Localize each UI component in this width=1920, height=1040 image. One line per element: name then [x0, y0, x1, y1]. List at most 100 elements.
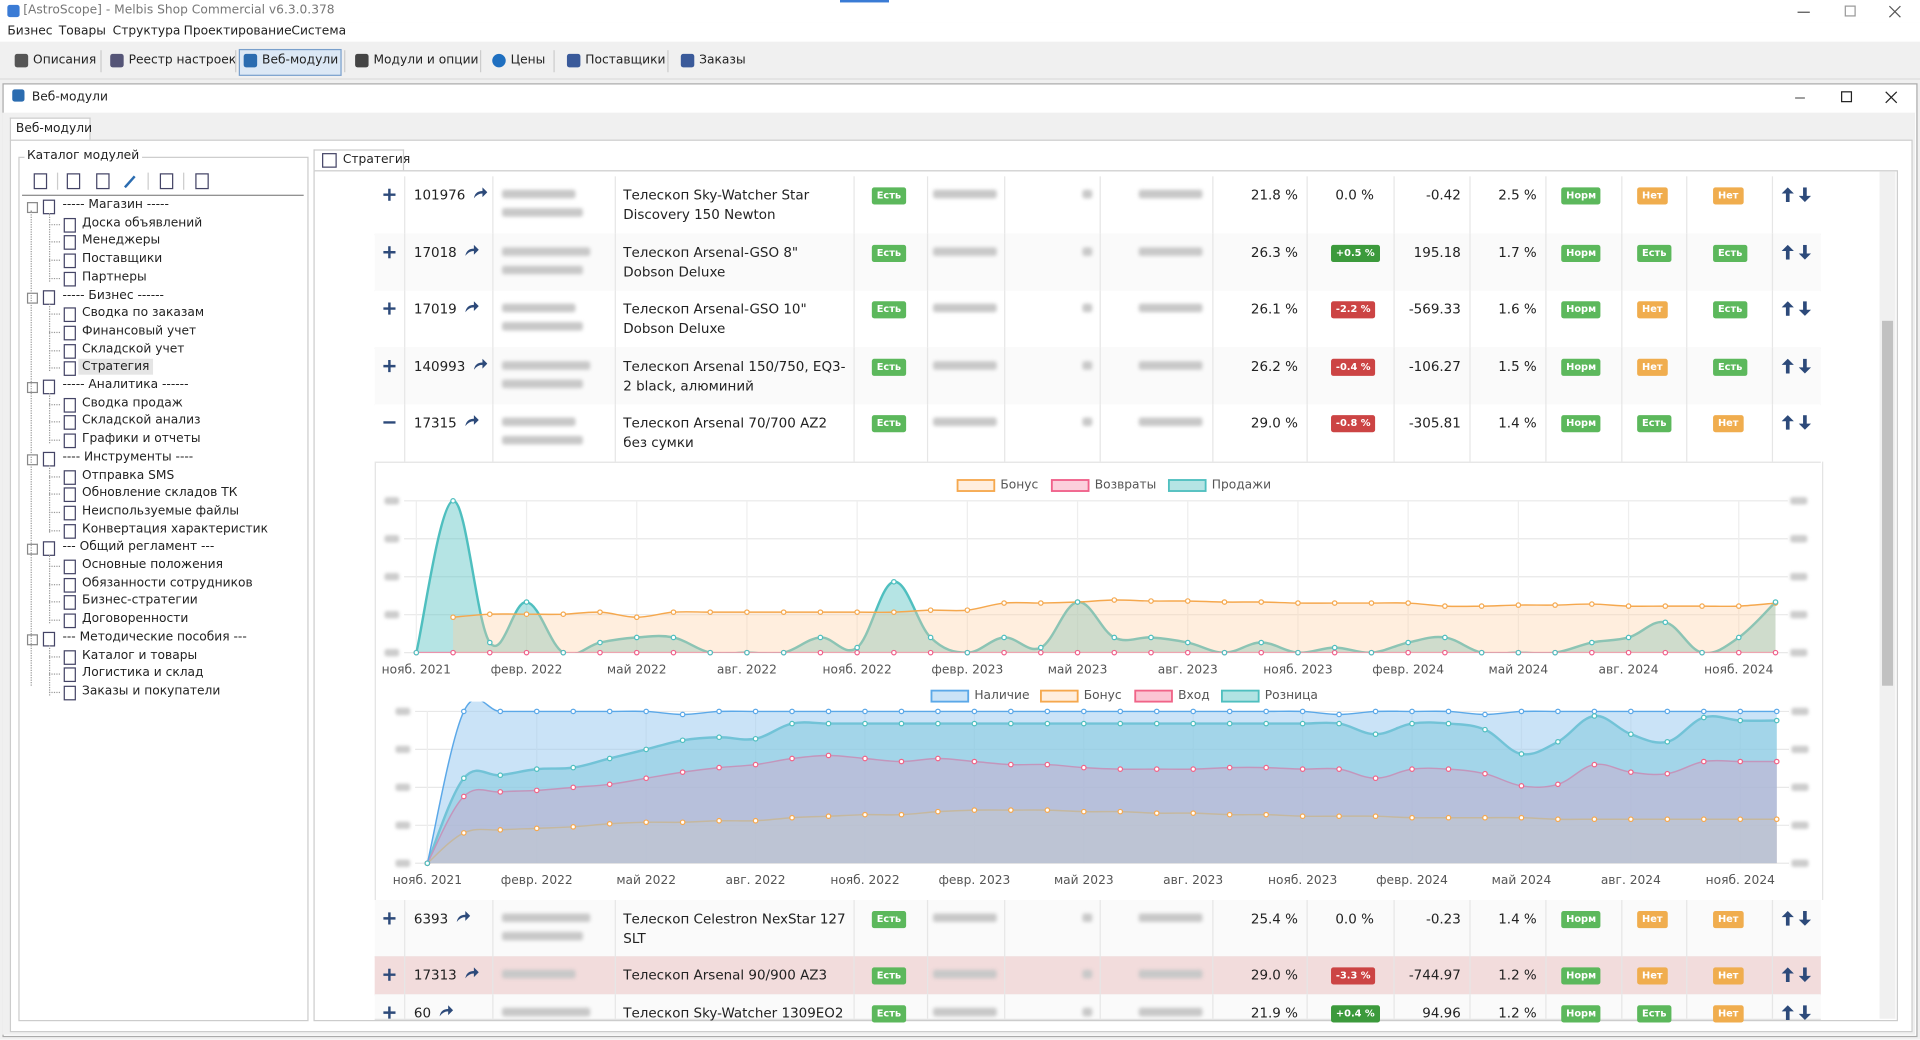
toolbar-label[interactable]: Описания — [33, 53, 97, 68]
expand-icon[interactable] — [383, 416, 396, 428]
tree-expander[interactable] — [26, 634, 38, 646]
move-glyph[interactable] — [1781, 187, 1814, 203]
tree-group[interactable]: --- Методические пособия --- — [62, 630, 247, 644]
menu-item[interactable]: Система — [291, 24, 347, 38]
tree-item[interactable]: Основные положения — [82, 558, 223, 572]
link-arrow[interactable] — [464, 301, 479, 313]
link-glyph[interactable] — [464, 244, 479, 256]
tree-item[interactable]: Неиспользуемые файлы — [82, 504, 240, 518]
toolbar-label[interactable]: Заказы — [699, 53, 746, 68]
move-glyph[interactable] — [1781, 911, 1814, 926]
move-arrows[interactable] — [1781, 967, 1814, 983]
tree-item[interactable]: Сводка продаж — [82, 396, 183, 410]
tree-item[interactable]: Бизнес-стратегии — [82, 594, 198, 608]
tree-expander[interactable] — [26, 382, 38, 394]
tree-item[interactable]: Партнеры — [82, 270, 147, 284]
tree-item[interactable]: Отправка SMS — [82, 468, 175, 482]
move-arrows[interactable] — [1781, 911, 1814, 926]
expand-icon[interactable] — [383, 912, 396, 925]
expand-glyph[interactable] — [383, 245, 396, 258]
link-arrow[interactable] — [464, 244, 479, 256]
toolbar-label[interactable]: Цены — [510, 53, 546, 68]
tree-group[interactable]: ----- Бизнес ------ — [62, 288, 164, 302]
expand-glyph[interactable] — [383, 912, 396, 925]
expand-icon[interactable] — [383, 359, 396, 372]
menu-item[interactable]: Бизнес — [7, 24, 53, 38]
tree-group[interactable]: ----- Магазин ----- — [62, 198, 169, 212]
tree-item[interactable]: Менеджеры — [82, 234, 161, 248]
scrollbar-thumb[interactable] — [1882, 320, 1894, 686]
expand-icon[interactable] — [383, 968, 396, 981]
window-controls[interactable] — [1788, 2, 1910, 19]
strategy-tab-label[interactable]: Стратегия — [342, 153, 411, 167]
menu-item[interactable]: Проектирование — [183, 24, 292, 38]
module-tab-label[interactable]: Веб-модули — [15, 122, 93, 136]
tree-item[interactable]: Каталог и товары — [82, 648, 198, 662]
link-arrow[interactable] — [438, 1005, 454, 1017]
tree-item[interactable]: Финансовый учет — [82, 324, 197, 338]
move-arrows[interactable] — [1781, 358, 1814, 373]
expand-glyph[interactable] — [383, 1006, 396, 1019]
catalog-tools[interactable] — [27, 170, 223, 192]
menu-item[interactable]: Структура — [112, 24, 181, 38]
expand-icon[interactable] — [383, 188, 396, 201]
toolbar-label[interactable]: Реестр настроек — [128, 53, 237, 68]
link-glyph[interactable] — [473, 358, 488, 370]
link-arrow[interactable] — [464, 415, 479, 427]
move-arrows[interactable] — [1781, 244, 1814, 259]
module-tab[interactable] — [9, 117, 91, 141]
tree-item[interactable]: Стратегия — [78, 359, 154, 376]
tree-item[interactable]: Поставщики — [82, 252, 163, 266]
menu-item[interactable]: Товары — [58, 24, 106, 38]
tree-expander[interactable] — [26, 292, 38, 304]
toolbar-label[interactable]: Поставщики — [585, 53, 666, 68]
link-glyph[interactable] — [464, 967, 479, 979]
move-glyph[interactable] — [1781, 415, 1814, 430]
tree-item[interactable]: Складской анализ — [82, 414, 201, 428]
tree-item[interactable]: Договоренности — [82, 612, 189, 626]
move-glyph[interactable] — [1781, 967, 1814, 983]
tree-item[interactable]: Сводка по заказам — [82, 306, 205, 320]
tree-expander[interactable] — [26, 544, 38, 556]
expand-glyph[interactable] — [383, 359, 396, 372]
link-glyph[interactable] — [464, 415, 479, 427]
tree-item[interactable]: Графики и отчеты — [82, 432, 201, 446]
expand-glyph[interactable] — [383, 416, 396, 428]
link-glyph[interactable] — [456, 911, 471, 923]
move-glyph[interactable] — [1781, 244, 1814, 259]
link-glyph[interactable] — [438, 1005, 454, 1017]
move-glyph[interactable] — [1781, 1005, 1814, 1021]
expand-glyph[interactable] — [383, 968, 396, 981]
move-arrows[interactable] — [1781, 301, 1814, 316]
expand-glyph[interactable] — [383, 302, 396, 315]
tree-item[interactable]: Обновление складов ТК — [82, 486, 238, 500]
tree-item[interactable]: Складской учет — [82, 342, 185, 356]
tree-item[interactable]: Конвертация характеристик — [82, 522, 268, 536]
toolbar-label[interactable]: Веб-модули — [262, 53, 339, 68]
move-arrows[interactable] — [1781, 187, 1814, 203]
move-arrows[interactable] — [1781, 1005, 1814, 1021]
tree-item[interactable]: Доска объявлений — [82, 216, 203, 230]
tree-group[interactable]: ---- Инструменты ---- — [62, 450, 194, 464]
toolbar-label[interactable]: Модули и опции — [373, 53, 479, 68]
expand-glyph[interactable] — [383, 188, 396, 201]
expand-icon[interactable] — [383, 302, 396, 315]
link-arrow[interactable] — [456, 911, 471, 923]
move-glyph[interactable] — [1781, 358, 1814, 373]
tree-item[interactable]: Логистика и склад — [82, 666, 204, 680]
link-glyph[interactable] — [464, 301, 479, 313]
expand-icon[interactable] — [383, 1006, 396, 1019]
tree-group[interactable]: ----- Аналитика ------ — [62, 378, 189, 392]
link-arrow[interactable] — [473, 187, 488, 199]
module-controls[interactable] — [1788, 88, 1910, 105]
tree-expander[interactable] — [26, 202, 38, 214]
move-glyph[interactable] — [1781, 301, 1814, 316]
tree-item[interactable]: Заказы и покупатели — [82, 684, 221, 698]
tree-expander[interactable] — [26, 454, 38, 466]
expand-icon[interactable] — [383, 245, 396, 258]
link-arrow[interactable] — [464, 967, 479, 979]
move-arrows[interactable] — [1781, 415, 1814, 430]
tree-item[interactable]: Обязанности сотрудников — [82, 576, 253, 590]
link-glyph[interactable] — [473, 187, 488, 199]
link-arrow[interactable] — [473, 358, 488, 370]
